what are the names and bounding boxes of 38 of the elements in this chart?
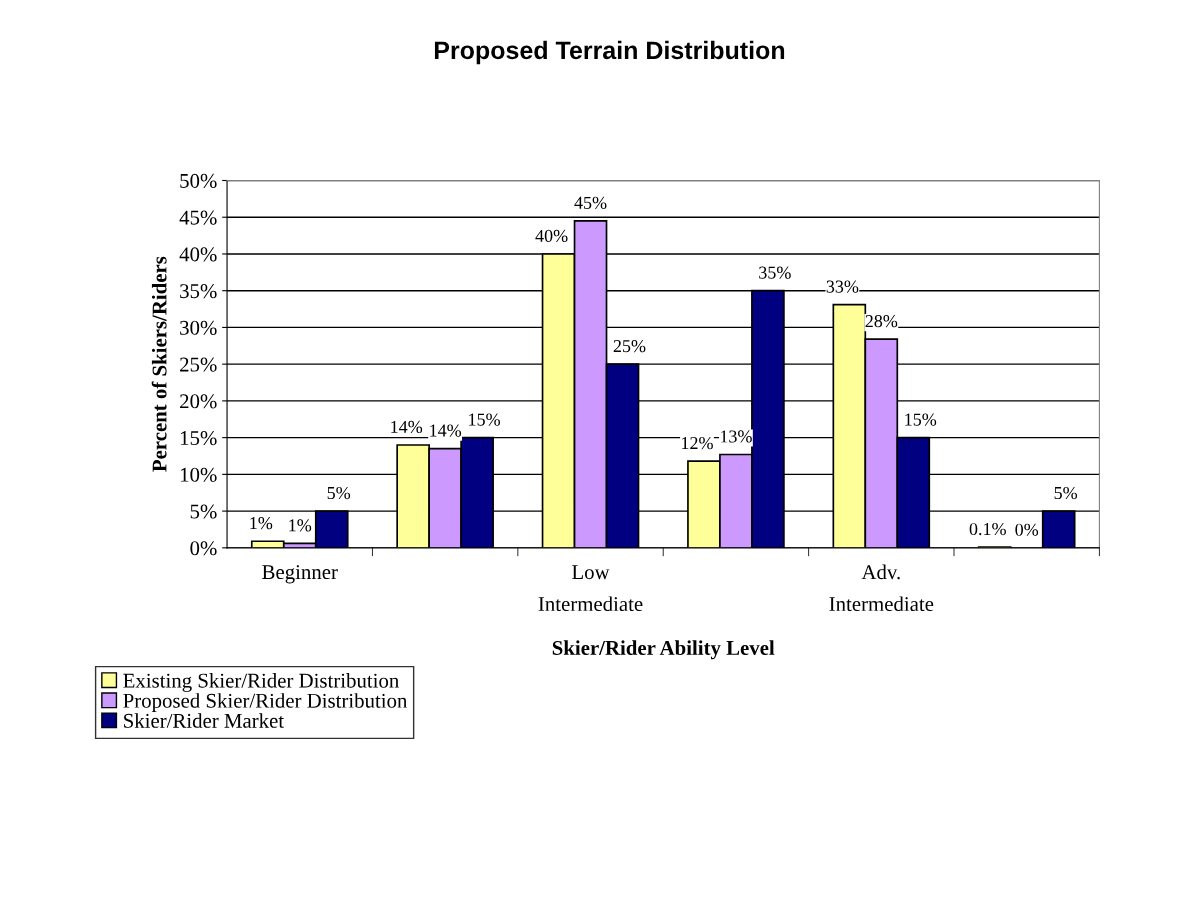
data-label: 0%: [1015, 523, 1039, 536]
x-axis-title: Skier/Rider Ability Level: [552, 640, 775, 660]
legend-label: Skier/Rider Market: [124, 713, 284, 728]
y-tick-label: 15%: [180, 431, 217, 446]
data-label: 45%: [574, 196, 607, 209]
x-tick-label: Low Intermediate: [538, 565, 643, 612]
data-label: 40%: [535, 229, 568, 243]
data-label: 35%: [759, 266, 791, 279]
data-label: 14%: [430, 424, 462, 437]
data-label: 5%: [327, 486, 351, 500]
y-tick-label: 10%: [180, 467, 217, 482]
data-label: 15%: [905, 413, 937, 426]
y-tick-label: 35%: [180, 284, 217, 299]
data-label: 14%: [391, 420, 423, 434]
data-label: 13%: [720, 430, 752, 443]
y-tick-label: 50%: [180, 173, 217, 188]
y-tick-label: 0%: [190, 541, 217, 556]
data-label: 12%: [682, 436, 713, 450]
data-label: 28%: [865, 315, 898, 328]
data-label: 5%: [1054, 486, 1078, 500]
data-label: 1%: [250, 517, 273, 530]
legend-label: Proposed Skier/Rider Distribution: [123, 693, 408, 713]
data-label: 0.1%: [969, 522, 1006, 536]
x-tick-label: Beginner: [262, 565, 338, 584]
data-label: 15%: [469, 413, 500, 426]
chart-title: Proposed Terrain Distribution: [434, 40, 785, 65]
x-tick-label: Adv. Intermediate: [829, 564, 934, 612]
data-label: 1%: [289, 519, 312, 532]
y-tick-label: 20%: [180, 394, 217, 409]
y-tick-label: 40%: [179, 247, 217, 262]
data-label: 25%: [613, 339, 646, 353]
y-tick-label: 5%: [190, 504, 217, 519]
y-tick-label: 25%: [180, 357, 217, 372]
y-tick-label: 30%: [180, 320, 217, 335]
data-label: 33%: [826, 280, 859, 293]
y-axis-title: Percent of Skiers/Riders: [151, 256, 167, 472]
y-tick-label: 45%: [179, 210, 217, 225]
legend-label: Existing Skier/Rider Distribution: [123, 673, 399, 692]
